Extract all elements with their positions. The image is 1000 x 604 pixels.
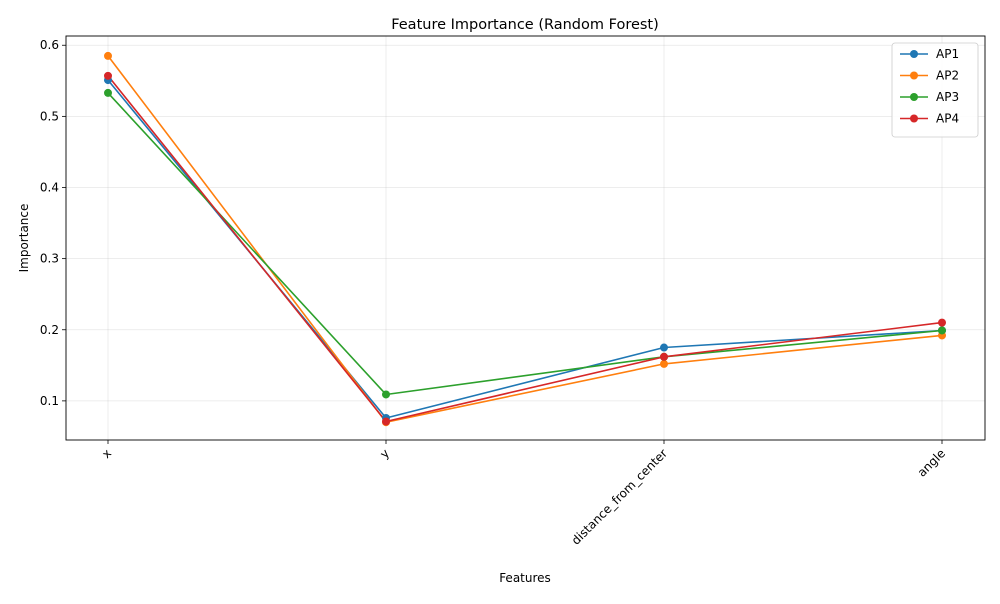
data-point-ap4 — [938, 318, 946, 327]
y-axis-title: Importance — [17, 204, 31, 273]
data-point-ap1 — [660, 343, 668, 352]
y-tick-label: 0.1 — [40, 394, 59, 408]
legend-label-ap3: AP3 — [936, 90, 959, 104]
data-point-ap4 — [104, 71, 112, 80]
x-axis-title: Features — [499, 571, 551, 585]
legend-label-ap1: AP1 — [936, 47, 959, 61]
chart-title: Feature Importance (Random Forest) — [391, 17, 659, 33]
y-tick-label: 0.6 — [40, 38, 59, 52]
x-tick-label: x — [99, 446, 114, 461]
plot-frame — [65, 35, 986, 441]
x-tick-label: distance_from_center — [569, 446, 670, 547]
legend: AP1 AP2 AP3 AP4 — [891, 42, 979, 138]
x-axis: x y distance_from_center angle — [99, 440, 948, 548]
legend-label-ap2: AP2 — [936, 69, 959, 83]
data-point-ap2 — [660, 359, 668, 368]
data-point-ap4 — [382, 417, 390, 426]
data-point-ap4 — [660, 352, 668, 361]
series-line-ap4 — [107, 75, 943, 423]
legend-marker-ap1 — [910, 50, 918, 58]
legend-marker-ap2 — [910, 71, 918, 80]
data-point-ap2 — [104, 51, 112, 60]
y-tick-label: 0.5 — [40, 109, 59, 123]
y-axis: 0.1 0.2 0.3 0.4 0.5 0.6 — [40, 38, 66, 408]
series-line-ap3 — [107, 92, 943, 396]
x-tick-label: y — [377, 446, 392, 461]
y-tick-label: 0.3 — [40, 252, 59, 266]
legend-marker-ap3 — [910, 93, 918, 101]
x-tick-label: angle — [915, 446, 948, 479]
data-point-ap3 — [104, 88, 112, 97]
grid — [66, 36, 985, 440]
legend-box — [891, 42, 979, 138]
y-tick-label: 0.4 — [40, 181, 59, 195]
series-lines — [107, 55, 943, 424]
data-point-ap3 — [938, 326, 946, 335]
series-markers — [104, 51, 946, 427]
series-line-ap2 — [107, 55, 943, 424]
data-point-ap3 — [382, 390, 390, 399]
legend-marker-ap4 — [910, 114, 918, 123]
legend-label-ap4: AP4 — [936, 112, 959, 126]
y-tick-label: 0.2 — [40, 323, 59, 337]
series-line-ap1 — [107, 79, 943, 419]
